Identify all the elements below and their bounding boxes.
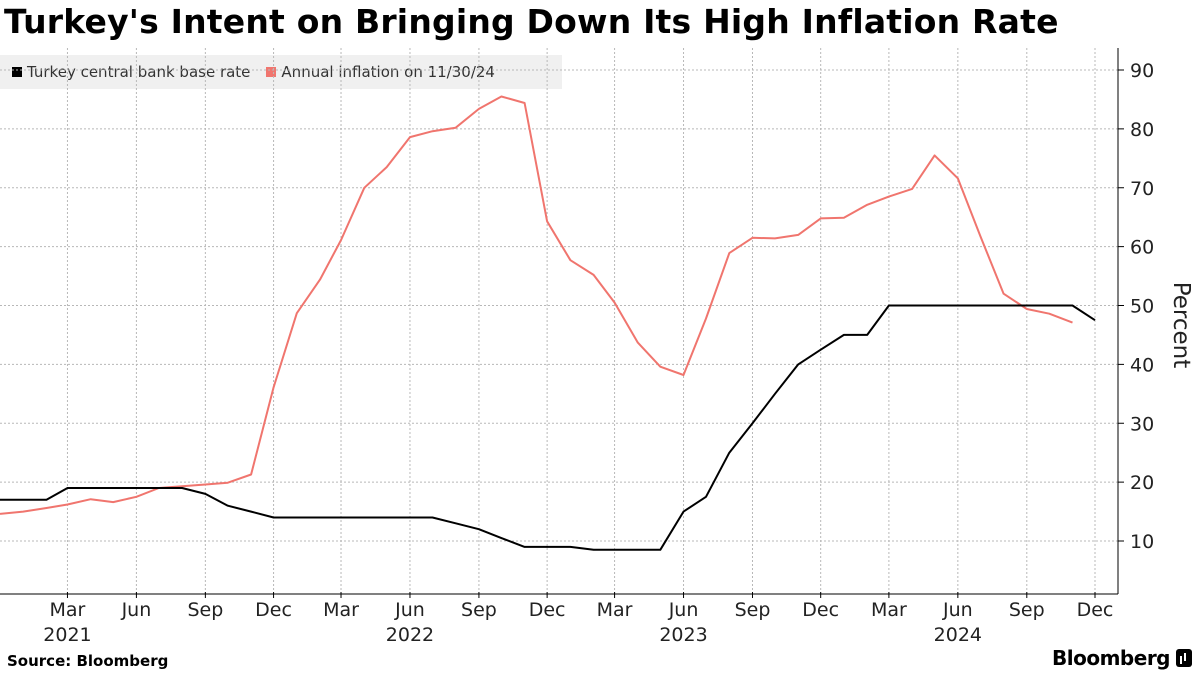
- brand-name: Bloomberg: [1052, 646, 1170, 670]
- x-tick-label: Mar: [871, 599, 907, 621]
- x-tick-label: Jun: [394, 599, 425, 621]
- x-tick-label: Sep: [1009, 599, 1045, 621]
- x-tick-label: Mar: [323, 599, 359, 621]
- x-tick-label: Jun: [668, 599, 699, 621]
- x-year-label: 2023: [659, 624, 707, 646]
- y-tick-label: 30: [1130, 413, 1154, 435]
- x-tick-label: Mar: [50, 599, 86, 621]
- y-tick-label: 40: [1130, 354, 1154, 376]
- y-axis-title: Percent: [1168, 282, 1194, 369]
- brand-logo: Bloomberg: [1052, 646, 1192, 670]
- y-tick-label: 50: [1130, 296, 1154, 318]
- x-tick-label: Sep: [187, 599, 223, 621]
- inflation-line: [0, 95, 1073, 515]
- x-year-label: 2024: [934, 624, 982, 646]
- legend: Turkey central bank base rate Annual inf…: [0, 55, 562, 89]
- y-tick-label: 10: [1130, 531, 1154, 553]
- grid-layer: [0, 48, 1118, 594]
- series-layer: [0, 95, 1096, 551]
- legend-label-base-rate: Turkey central bank base rate: [27, 63, 251, 81]
- x-tick-label: Dec: [1077, 599, 1114, 621]
- x-tick-label: Sep: [735, 599, 771, 621]
- x-tick-label: Mar: [597, 599, 633, 621]
- axis-layer: 10 20 30 40 50 60 70 80 90 Mar 2021 Jun Sep Dec Mar Jun…: [0, 48, 1154, 646]
- legend-label-inflation: Annual inflation on 11/30/24: [281, 63, 495, 81]
- base-rate-line: [0, 304, 1096, 551]
- x-tick-label: Jun: [121, 599, 152, 621]
- x-year-label: 2022: [386, 624, 434, 646]
- legend-swatch-base-rate: [12, 67, 22, 77]
- legend-swatch-inflation: [266, 67, 277, 77]
- y-tick-label: 80: [1130, 119, 1154, 141]
- bloomberg-icon: [1176, 649, 1192, 667]
- x-tick-label: Sep: [461, 599, 497, 621]
- y-tick-label: 20: [1130, 472, 1154, 494]
- x-year-label: 2021: [43, 624, 91, 646]
- legend-item-base-rate: Turkey central bank base rate: [12, 63, 250, 81]
- legend-item-inflation: Annual inflation on 11/30/24: [266, 63, 495, 81]
- x-tick-label: Dec: [802, 599, 839, 621]
- x-tick-label: Dec: [529, 599, 566, 621]
- y-tick-label: 60: [1130, 237, 1154, 259]
- x-tick-label: Dec: [255, 599, 292, 621]
- y-tick-label: 90: [1130, 60, 1154, 82]
- x-tick-label: Jun: [942, 599, 973, 621]
- y-tick-label: 70: [1130, 178, 1154, 200]
- source-note: Source: Bloomberg: [7, 652, 169, 670]
- chart-title: Turkey's Intent on Bringing Down Its Hig…: [4, 2, 1059, 41]
